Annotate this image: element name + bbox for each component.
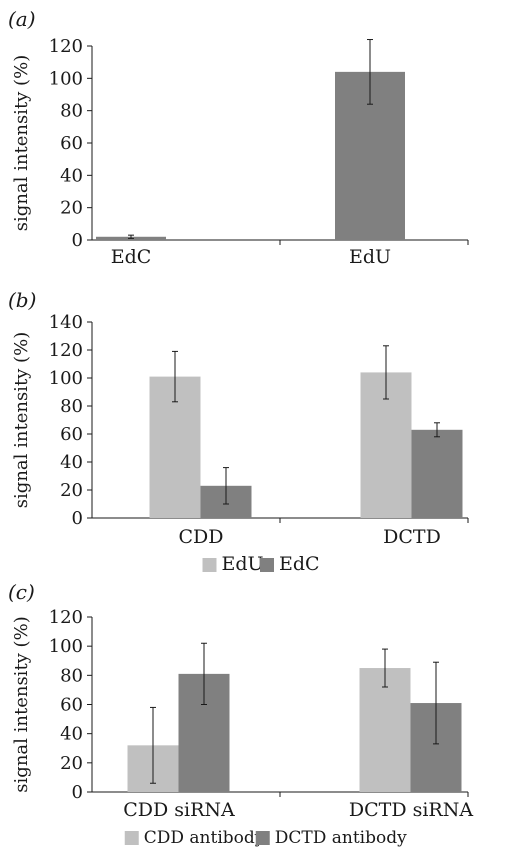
chart-panel-a: (a) 0 20 40 60 80 100 120 signal intensity (%) Ed… bbox=[8, 7, 469, 268]
y-tick-label: 60 bbox=[60, 424, 83, 445]
y-tick-label: 100 bbox=[49, 368, 83, 389]
legend-swatch bbox=[260, 558, 274, 572]
bar-dctd-series-1 bbox=[411, 429, 463, 518]
legend: EdU EdC bbox=[202, 553, 320, 575]
y-axis-title: signal intensity (%) bbox=[11, 616, 32, 792]
legend: CDD antibody DCTD antibody bbox=[124, 828, 407, 848]
x-category-label: EdC bbox=[111, 246, 152, 268]
y-tick-label: 0 bbox=[72, 508, 83, 529]
y-tick-label: 100 bbox=[49, 636, 83, 657]
y-tick-label: 40 bbox=[60, 452, 83, 473]
y-axis-title: signal intensity (%) bbox=[11, 55, 32, 231]
x-category-label: DCTD siRNA bbox=[349, 799, 473, 821]
y-tick-label: 80 bbox=[60, 101, 83, 122]
y-tick-label: 0 bbox=[72, 230, 83, 251]
x-category-label: EdU bbox=[349, 246, 391, 268]
panel-label: (b) bbox=[8, 288, 36, 312]
x-category-label: DCTD bbox=[383, 526, 441, 548]
y-tick-label: 80 bbox=[60, 665, 83, 686]
chart-panel-c: (c) 0 20 40 60 80 100 120 signal intensity (%) CD… bbox=[8, 580, 473, 848]
legend-label: EdC bbox=[279, 553, 320, 575]
panel-label: (c) bbox=[8, 580, 35, 604]
x-category-label: CDD siRNA bbox=[123, 799, 235, 821]
y-tick-label: 60 bbox=[60, 133, 83, 154]
legend-label: DCTD antibody bbox=[275, 828, 407, 848]
x-category-label: CDD bbox=[178, 526, 223, 548]
y-tick-label: 40 bbox=[60, 724, 83, 745]
bar-dctd-sirna-series-0 bbox=[359, 668, 411, 792]
y-tick-label: 80 bbox=[60, 396, 83, 417]
legend-label: CDD antibody bbox=[144, 828, 265, 848]
chart-panel-b: (b) 0 20 40 60 80 100 120 140 signal intensity (%… bbox=[8, 288, 469, 575]
y-tick-label: 20 bbox=[60, 480, 83, 501]
y-tick-label: 20 bbox=[60, 753, 83, 774]
legend-label: EdU bbox=[222, 553, 264, 575]
panel-label: (a) bbox=[8, 7, 36, 31]
y-tick-label: 20 bbox=[60, 198, 83, 219]
y-tick-label: 0 bbox=[72, 782, 83, 803]
y-tick-label: 40 bbox=[60, 165, 83, 186]
y-tick-label: 140 bbox=[49, 312, 83, 333]
legend-swatch bbox=[202, 558, 217, 572]
legend-swatch bbox=[255, 831, 270, 845]
y-tick-label: 120 bbox=[49, 36, 83, 57]
y-tick-label: 120 bbox=[49, 607, 83, 628]
y-tick-label: 100 bbox=[49, 68, 83, 89]
y-tick-label: 120 bbox=[49, 340, 83, 361]
y-tick-label: 60 bbox=[60, 695, 83, 716]
legend-swatch bbox=[124, 831, 139, 845]
y-axis-title: signal intensity (%) bbox=[11, 332, 32, 508]
